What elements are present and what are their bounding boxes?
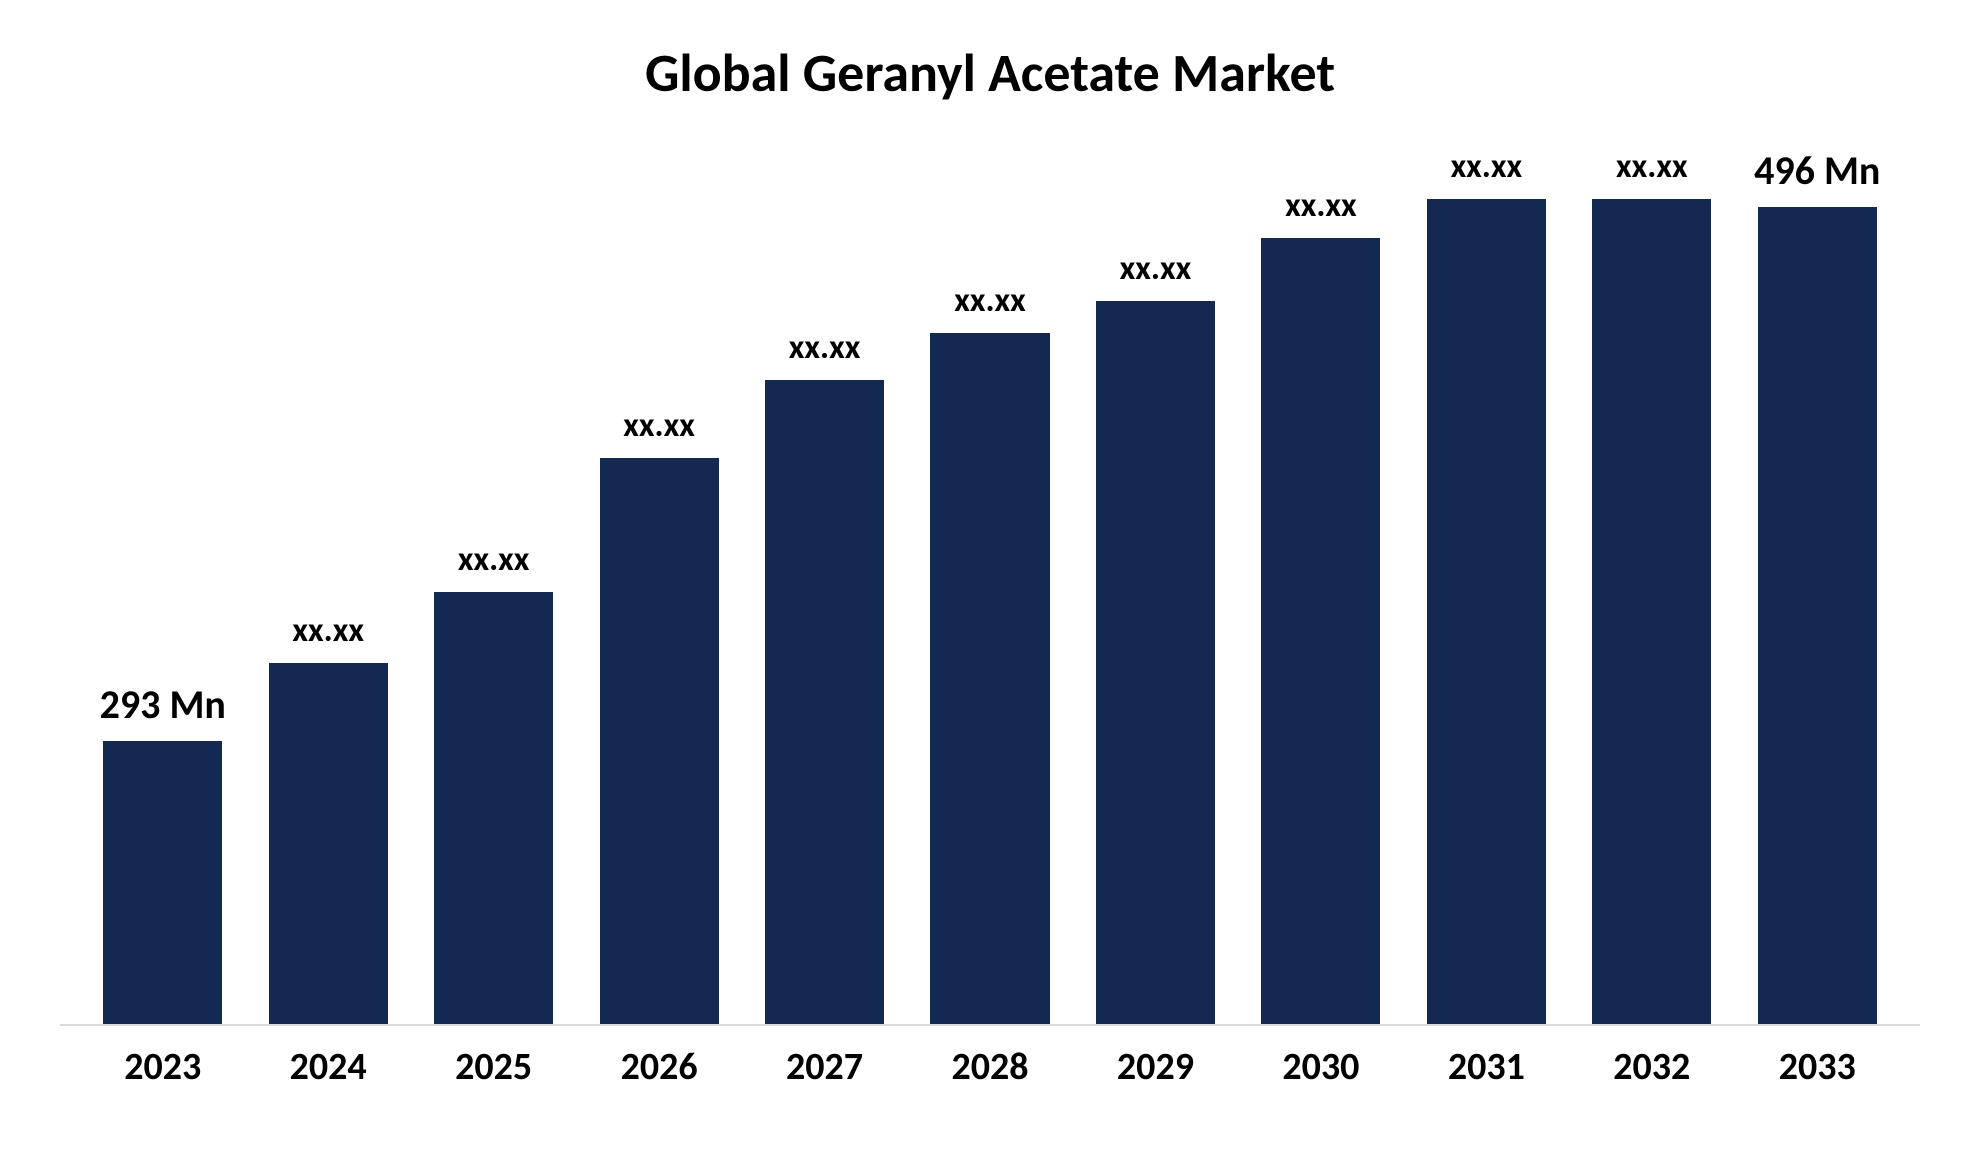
bar-slot: xx.xx xyxy=(1073,146,1238,1024)
x-tick-label: 2024 xyxy=(245,1044,410,1090)
bar xyxy=(1096,301,1215,1024)
chart-title: Global Geranyl Acetate Market xyxy=(60,40,1920,106)
bar-value-label: xx.xx xyxy=(623,405,695,446)
bar-value-label: xx.xx xyxy=(1616,146,1688,187)
bar-slot: xx.xx xyxy=(742,146,907,1024)
bar xyxy=(1592,199,1711,1024)
x-tick-label: 2031 xyxy=(1404,1044,1569,1090)
bar-value-label: xx.xx xyxy=(1285,185,1357,226)
bar-value-label: xx.xx xyxy=(292,610,364,651)
bar xyxy=(765,380,884,1024)
bar xyxy=(600,458,719,1024)
bar xyxy=(930,333,1049,1024)
x-tick-label: 2029 xyxy=(1073,1044,1238,1090)
plot-area: 293 Mn xx.xx xx.xx xx.xx xx.xx xx.xx xx.xx xx.x… xyxy=(60,146,1920,1026)
bar-value-label: 293 Mn xyxy=(100,680,226,729)
x-axis: 2023202420252026202720282029203020312032… xyxy=(60,1026,1920,1090)
bar-slot: 496 Mn xyxy=(1735,146,1900,1024)
bar-value-label: xx.xx xyxy=(1120,248,1192,289)
bar xyxy=(1758,207,1877,1024)
bar xyxy=(103,741,222,1024)
x-tick-label: 2026 xyxy=(576,1044,741,1090)
bar-value-label: xx.xx xyxy=(458,539,530,580)
bar-slot: xx.xx xyxy=(907,146,1072,1024)
bar xyxy=(1427,199,1546,1024)
bar-slot: xx.xx xyxy=(1404,146,1569,1024)
bar-value-label: xx.xx xyxy=(1451,146,1523,187)
x-tick-label: 2030 xyxy=(1238,1044,1403,1090)
x-tick-label: 2033 xyxy=(1735,1044,1900,1090)
bar-slot: xx.xx xyxy=(245,146,410,1024)
bar-slot: xx.xx xyxy=(411,146,576,1024)
x-tick-label: 2028 xyxy=(907,1044,1072,1090)
bar-value-label: 496 Mn xyxy=(1754,146,1880,195)
bar-slot: xx.xx xyxy=(576,146,741,1024)
bar xyxy=(434,592,553,1024)
bar-slot: 293 Mn xyxy=(80,146,245,1024)
x-tick-label: 2032 xyxy=(1569,1044,1734,1090)
bar-value-label: xx.xx xyxy=(789,327,861,368)
x-tick-label: 2023 xyxy=(80,1044,245,1090)
bar-value-label: xx.xx xyxy=(954,280,1026,321)
market-bar-chart: Global Geranyl Acetate Market 293 Mn xx.x… xyxy=(0,0,1980,1155)
x-tick-label: 2025 xyxy=(411,1044,576,1090)
x-tick-label: 2027 xyxy=(742,1044,907,1090)
bar-slot: xx.xx xyxy=(1238,146,1403,1024)
bar xyxy=(1261,238,1380,1024)
bar xyxy=(269,663,388,1024)
bar-slot: xx.xx xyxy=(1569,146,1734,1024)
